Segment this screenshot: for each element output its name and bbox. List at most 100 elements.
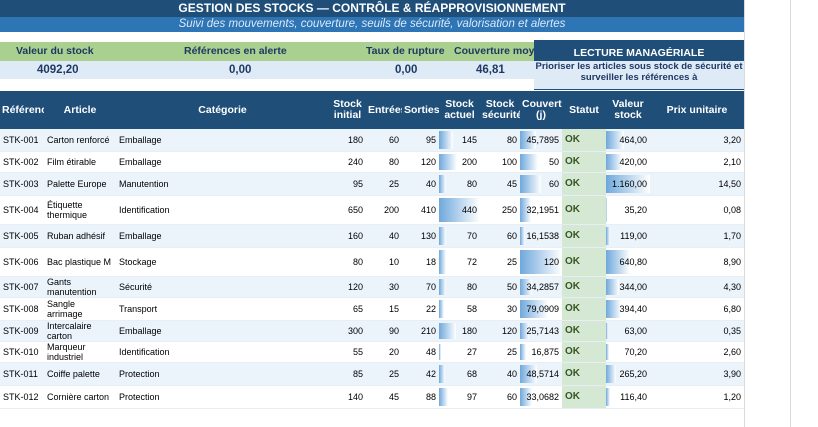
col-statut[interactable]: Statut [562,91,606,129]
cell-ref[interactable]: STK-007 [0,276,44,298]
cell-stock-securite[interactable]: 50 [480,276,520,298]
cell-entrees[interactable]: 15 [366,297,402,321]
cell-statut[interactable]: OK [562,247,606,277]
cell-statut[interactable]: OK [562,276,606,298]
cell-prix[interactable]: 14,50 [650,172,744,196]
cell-stock-initial[interactable]: 140 [329,385,366,409]
col-stock-actuel[interactable]: Stock actuel [439,91,480,129]
cell-couverture[interactable]: 25,7143 [520,320,562,342]
cell-stock-initial[interactable]: 240 [329,151,366,173]
cell-prix[interactable]: 3,90 [650,362,744,386]
cell-stock-initial[interactable]: 85 [329,362,366,386]
cell-stock-initial[interactable]: 95 [329,172,366,196]
cell-article[interactable]: Carton renforcé [44,129,116,152]
cell-entrees[interactable]: 10 [366,247,402,277]
cell-prix[interactable]: 0,35 [650,320,744,342]
cell-category[interactable]: Emballage [116,320,329,342]
cell-sorties[interactable]: 210 [402,320,439,342]
cell-stock-initial[interactable]: 160 [329,224,366,248]
cell-prix[interactable]: 1,70 [650,224,744,248]
cell-sorties[interactable]: 18 [402,247,439,277]
cell-category[interactable]: Protection [116,362,329,386]
cell-entrees[interactable]: 25 [366,172,402,196]
cell-stock-securite[interactable]: 60 [480,385,520,409]
cell-article[interactable]: Cornière carton [44,385,116,409]
cell-article[interactable]: Étiquette thermique [44,195,116,225]
cell-stock-securite[interactable]: 100 [480,151,520,173]
cell-stock-initial[interactable]: 180 [329,129,366,152]
table-row[interactable]: STK-002 Film étirable Emballage 240 80 120 200… [0,151,744,173]
cell-category[interactable]: Stockage [116,247,329,277]
cell-sorties[interactable]: 70 [402,276,439,298]
cell-ref[interactable]: STK-009 [0,320,44,342]
cell-prix[interactable]: 0,08 [650,195,744,225]
cell-valeur[interactable]: 116,40 [606,385,650,409]
cell-sorties[interactable]: 88 [402,385,439,409]
cell-category[interactable]: Transport [116,297,329,321]
cell-article[interactable]: Film étirable [44,151,116,173]
cell-statut[interactable]: OK [562,341,606,363]
cell-article[interactable]: Gants manutention [44,276,116,298]
col-article[interactable]: Article [44,91,116,129]
cell-valeur[interactable]: 1.160,00 [606,172,650,196]
table-row[interactable]: STK-012 Cornière carton Protection 140 45 88 9… [0,385,744,409]
cell-valeur[interactable]: 344,00 [606,276,650,298]
table-row[interactable]: STK-003 Palette Europe Manutention 95 25 40 80… [0,172,744,196]
col-entrees[interactable]: Entrées [366,91,402,129]
cell-sorties[interactable]: 120 [402,151,439,173]
cell-ref[interactable]: STK-005 [0,224,44,248]
cell-ref[interactable]: STK-006 [0,247,44,277]
cell-stock-actuel[interactable]: 68 [439,362,480,386]
table-row[interactable]: STK-008 Sangle arrimage Transport 65 15 22 58 3… [0,297,744,321]
cell-entrees[interactable]: 90 [366,320,402,342]
cell-couverture[interactable]: 120 [520,247,562,277]
col-sorties[interactable]: Sorties [402,91,439,129]
cell-statut[interactable]: OK [562,195,606,225]
cell-ref[interactable]: STK-004 [0,195,44,225]
cell-stock-initial[interactable]: 55 [329,341,366,363]
cell-statut[interactable]: OK [562,129,606,152]
cell-statut[interactable]: OK [562,151,606,173]
cell-couverture[interactable]: 48,5714 [520,362,562,386]
cell-valeur[interactable]: 63,00 [606,320,650,342]
cell-prix[interactable]: 3,20 [650,129,744,152]
cell-stock-actuel[interactable]: 80 [439,276,480,298]
cell-valeur[interactable]: 70,20 [606,341,650,363]
cell-valeur[interactable]: 394,40 [606,297,650,321]
cell-couverture[interactable]: 50 [520,151,562,173]
cell-stock-actuel[interactable]: 440 [439,195,480,225]
cell-stock-securite[interactable]: 30 [480,297,520,321]
cell-article[interactable]: Marqueur industriel [44,341,116,363]
table-row[interactable]: STK-007 Gants manutention Sécurité 120 30 70 8… [0,276,744,298]
cell-ref[interactable]: STK-012 [0,385,44,409]
cell-entrees[interactable]: 30 [366,276,402,298]
cell-stock-initial[interactable]: 650 [329,195,366,225]
cell-entrees[interactable]: 60 [366,129,402,152]
cell-stock-initial[interactable]: 120 [329,276,366,298]
col-couverture[interactable]: Couverture (j) [520,91,562,129]
cell-stock-actuel[interactable]: 97 [439,385,480,409]
cell-prix[interactable]: 8,90 [650,247,744,277]
cell-category[interactable]: Identification [116,195,329,225]
cell-statut[interactable]: OK [562,297,606,321]
col-ref[interactable]: Référence [0,91,44,129]
cell-article[interactable]: Ruban adhésif [44,224,116,248]
cell-ref[interactable]: STK-003 [0,172,44,196]
cell-couverture[interactable]: 45,7895 [520,129,562,152]
cell-sorties[interactable]: 42 [402,362,439,386]
cell-statut[interactable]: OK [562,172,606,196]
cell-stock-actuel[interactable]: 58 [439,297,480,321]
cell-valeur[interactable]: 420,00 [606,151,650,173]
cell-category[interactable]: Emballage [116,129,329,152]
cell-stock-initial[interactable]: 65 [329,297,366,321]
table-row[interactable]: STK-005 Ruban adhésif Emballage 160 40 130 70 6… [0,224,744,248]
cell-valeur[interactable]: 119,00 [606,224,650,248]
cell-statut[interactable]: OK [562,224,606,248]
cell-statut[interactable]: OK [562,362,606,386]
cell-statut[interactable]: OK [562,320,606,342]
table-row[interactable]: STK-006 Bac plastique M Stockage 80 10 18 72 25… [0,247,744,277]
cell-category[interactable]: Emballage [116,224,329,248]
col-valeur[interactable]: Valeur stock [606,91,650,129]
cell-stock-actuel[interactable]: 80 [439,172,480,196]
cell-category[interactable]: Protection [116,385,329,409]
